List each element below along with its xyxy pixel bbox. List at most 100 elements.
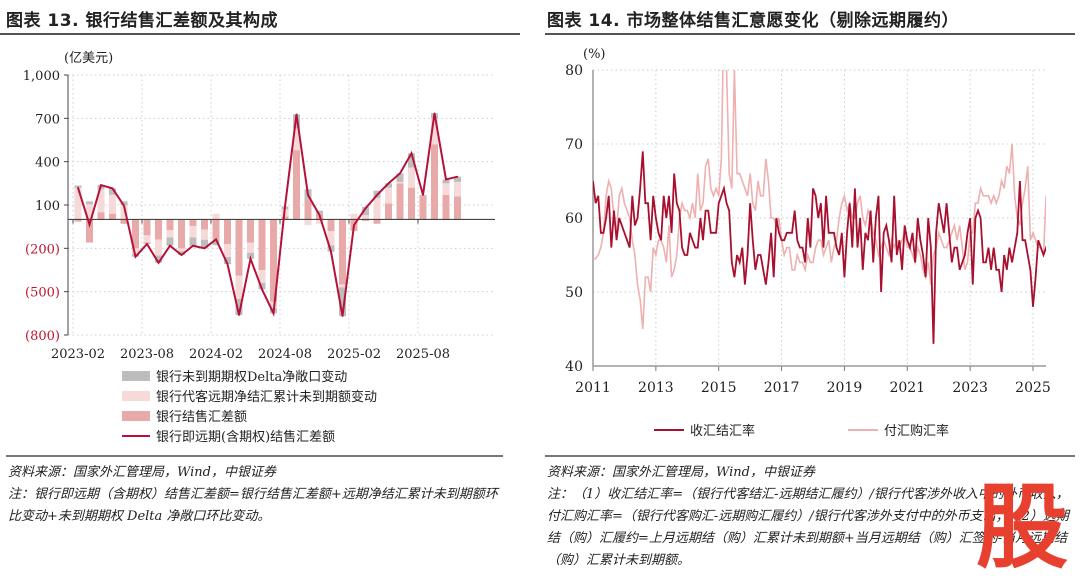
right-chart-title: 图表 14. 市场整体结售汇意愿变化（剔除远期履约） <box>547 11 959 31</box>
right-note: 注：（1）收汇结汇率=（银行代客结汇-远期结汇履约）/银行代客涉外收入中的外币收… <box>547 487 1069 568</box>
legend-swatch-delta <box>122 370 150 381</box>
bar-delta <box>385 183 392 188</box>
bar-fwd <box>201 229 208 240</box>
line-point <box>410 152 413 155</box>
y-unit-label: (亿美元) <box>64 51 113 66</box>
bar-bank <box>97 212 105 220</box>
bar-fwd <box>385 187 392 204</box>
line-point <box>134 255 137 258</box>
bar-delta <box>235 298 243 316</box>
bar-fwd <box>155 239 162 256</box>
bar-delta <box>86 201 93 205</box>
line-point <box>100 184 102 186</box>
legend-label: 银行即远期(含期权)结售汇差额 <box>156 430 336 445</box>
bar-fwd <box>431 118 438 145</box>
line-point <box>399 172 401 175</box>
line-point <box>330 250 332 253</box>
bar-bank <box>293 150 300 220</box>
y-tick-label: (500) <box>25 286 60 301</box>
legend-swatch-bank <box>122 410 150 421</box>
watermark-logo: 股 <box>975 474 1068 581</box>
line-point <box>238 314 240 316</box>
x-tick-label: 2015 <box>701 380 737 396</box>
right-source-divider <box>545 455 1075 457</box>
bar-fwd <box>373 197 381 220</box>
line-point <box>261 288 263 291</box>
y-tick-label: 40 <box>565 359 583 375</box>
bar-fwd <box>362 215 369 220</box>
legend-label: 银行代客远期净结汇累计未到期额变动 <box>156 390 378 405</box>
line-point <box>307 194 309 196</box>
bar-fwd <box>224 244 231 257</box>
legend-swatch-fwd <box>122 390 150 401</box>
line-point <box>376 194 378 196</box>
bar-delta <box>454 176 461 182</box>
bar-bank <box>143 219 151 236</box>
line-point <box>226 263 229 265</box>
bar-delta <box>339 287 346 317</box>
bar-fwd <box>316 219 323 224</box>
line-point <box>422 194 424 196</box>
bar-fwd <box>97 189 105 213</box>
bar-fwd <box>304 219 312 226</box>
bar-delta <box>109 188 116 195</box>
y-tick-label: 70 <box>565 137 583 153</box>
bar-bank <box>396 183 404 220</box>
right-source: 资料来源：国家外汇管理局，Wind，中银证券 <box>547 465 815 480</box>
left-chart-title: 图表 13. 银行结售汇差额及其构成 <box>6 11 278 31</box>
bar-fwd <box>143 235 151 243</box>
bar-bank <box>235 219 243 276</box>
y-tick-label: 50 <box>565 285 583 301</box>
line-point <box>272 312 275 315</box>
bar-bank <box>109 213 116 220</box>
line-point <box>203 247 206 250</box>
y-unit-label: (%) <box>583 47 606 62</box>
bar-bank <box>431 144 438 220</box>
line-point <box>445 178 447 181</box>
bar-bank <box>454 196 461 220</box>
y-tick-label: 400 <box>35 156 60 171</box>
x-tick-label: 2024-02 <box>189 347 243 360</box>
bar-bank <box>304 199 312 220</box>
left-note: 注：银行即远期（含期权）结售汇差额=银行结售汇差额+远期净结汇累计未到期额环比变… <box>8 487 498 524</box>
line-point <box>215 238 217 241</box>
line-point <box>180 254 183 256</box>
x-tick-label: 2013 <box>638 380 674 396</box>
line-point <box>456 175 459 178</box>
bar-bank <box>86 219 93 243</box>
x-tick-label: 2024-08 <box>258 347 312 360</box>
legend-item-sett: 收汇结汇率 <box>654 420 755 439</box>
legend-item-purch: 付汇购汇率 <box>848 420 949 439</box>
bar-bank <box>178 219 185 249</box>
bar-fwd <box>178 248 185 252</box>
x-tick-label: 2023-02 <box>51 347 105 360</box>
bar-delta <box>189 237 197 246</box>
line-series-total <box>77 113 458 317</box>
line-point <box>88 223 91 226</box>
bar-fwd <box>189 225 197 238</box>
bar-delta <box>247 252 254 259</box>
bar-bank <box>155 219 162 240</box>
bar-fwd <box>442 183 450 195</box>
bar-delta <box>258 283 266 290</box>
legend-item-bank: 银行结售汇差额 <box>122 406 247 425</box>
left-source-divider <box>6 455 503 457</box>
bar-delta <box>442 179 450 184</box>
line-point <box>192 244 194 247</box>
bar-bank <box>385 203 392 220</box>
bar-fwd <box>235 275 243 299</box>
bar-fwd <box>293 128 300 151</box>
bar-fwd <box>86 204 93 220</box>
legend-item-delta: 银行未到期期权Delta净敞口变动 <box>122 366 347 385</box>
bar-bank <box>247 219 254 243</box>
bar-bank <box>212 219 220 240</box>
line-series-sett <box>593 151 1046 344</box>
bar-bank <box>74 219 82 222</box>
legend-item-fwd: 银行代客远期净结汇累计未到期额变动 <box>122 386 377 405</box>
bar-fwd <box>454 181 461 197</box>
legend-swatch-purch <box>848 428 878 431</box>
line-point <box>146 243 148 245</box>
line-point <box>364 207 367 210</box>
bar-bank <box>132 219 139 249</box>
bar-fwd <box>327 231 335 246</box>
